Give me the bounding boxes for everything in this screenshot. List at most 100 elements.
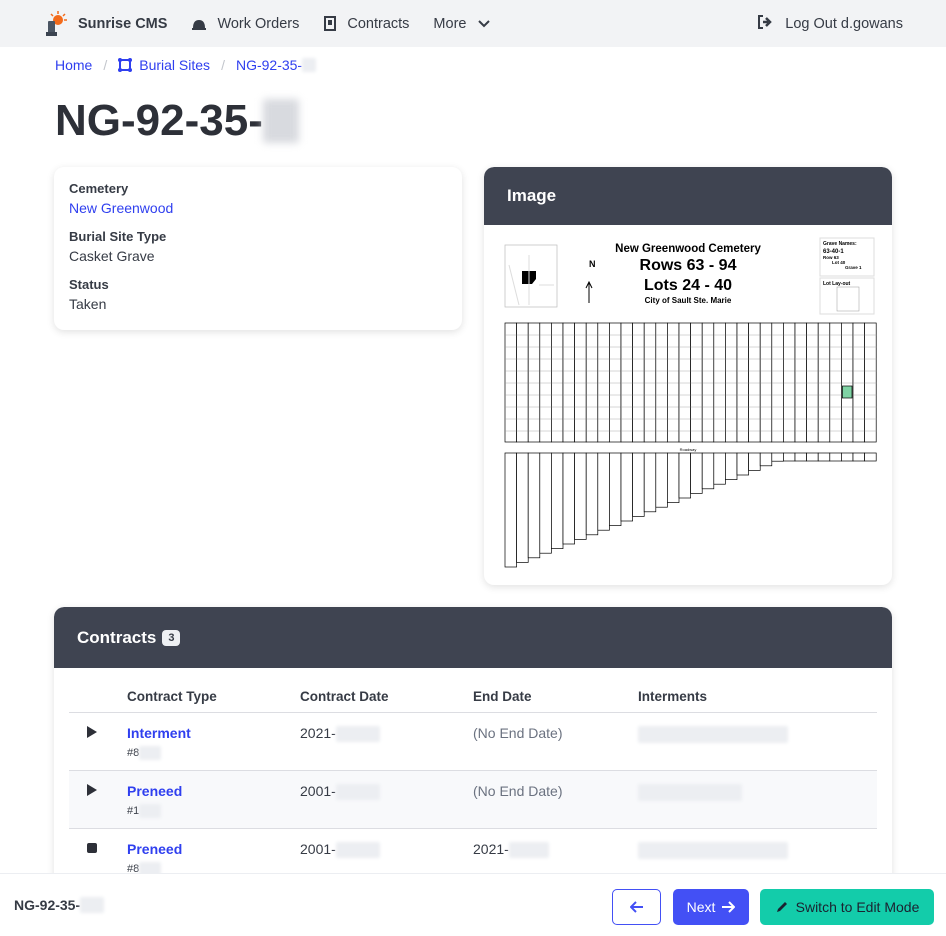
lot-column: [806, 452, 819, 462]
lot-column: [748, 322, 761, 443]
next-button[interactable]: Next: [673, 889, 749, 925]
contract-type-link[interactable]: Preneed: [127, 783, 183, 799]
breadcrumb-separator: /: [221, 57, 225, 73]
map-city: City of Sault Ste. Marie: [645, 296, 732, 305]
lot-column: [852, 322, 865, 443]
map-pin-icon: [118, 58, 133, 72]
lot-column: [736, 452, 749, 476]
lot-column: [841, 452, 854, 462]
contract-type-link[interactable]: Preneed: [127, 841, 183, 857]
table-row: Interment #8 2021- (No End Date): [69, 712, 877, 771]
contract-number: #1: [127, 805, 140, 817]
redacted: [335, 842, 380, 859]
lot-column: [690, 452, 703, 494]
lot-column: [678, 452, 691, 499]
stop-icon[interactable]: [86, 841, 98, 857]
lot-column: [655, 322, 668, 443]
contracts-count-badge: 3: [162, 629, 181, 646]
lot-column: [690, 322, 703, 443]
lot-column: [539, 452, 552, 554]
breadcrumb-separator: /: [103, 57, 108, 73]
brand-name: Sunrise CMS: [78, 15, 168, 32]
lot-column: [632, 452, 645, 517]
lot-column: [632, 322, 645, 443]
north-arrow-icon: [585, 280, 593, 303]
lot-column: [504, 452, 517, 568]
image-card: Image N New Greenwood Cemetery Rows 63 -…: [484, 167, 892, 585]
footer-title: NG-92-35-: [14, 897, 105, 913]
breadcrumb-home[interactable]: Home: [55, 57, 93, 73]
lot-column: [609, 452, 622, 526]
lot-column: [794, 322, 807, 443]
nav-work-orders[interactable]: Work Orders: [191, 16, 299, 32]
contracts-table: Contract Type Contract Date End Date Int…: [69, 680, 877, 887]
footer-title-text: NG-92-35-: [14, 897, 81, 913]
brand-link[interactable]: Sunrise CMS: [44, 10, 168, 37]
lot-column: [817, 322, 831, 443]
end-date: 2021-: [473, 841, 509, 857]
svg-text:Grave Names:: Grave Names:: [823, 241, 857, 247]
svg-text:Row 63: Row 63: [823, 255, 839, 260]
nav-contracts[interactable]: Contracts: [323, 16, 409, 32]
lot-column: [701, 452, 715, 490]
lot-column: [551, 452, 564, 549]
edit-label: Switch to Edit Mode: [795, 899, 920, 915]
lot-column: [759, 322, 773, 443]
cemetery-map-image[interactable]: N New Greenwood Cemetery Rows 63 - 94 Lo…: [484, 225, 892, 585]
lot-column: [713, 452, 726, 485]
lot-column: [713, 322, 726, 443]
lot-column: [585, 452, 599, 536]
lot-column: [527, 322, 541, 443]
lot-column: [643, 452, 657, 513]
logout-link[interactable]: Log Out d.gowans: [757, 0, 903, 47]
previous-button[interactable]: [612, 889, 661, 925]
breadcrumb-current[interactable]: NG-92-35-: [235, 57, 303, 73]
lot-column: [829, 452, 842, 462]
play-icon[interactable]: [86, 726, 98, 742]
play-icon[interactable]: [86, 784, 98, 800]
redacted: [302, 58, 317, 72]
svg-text:63-40-1: 63-40-1: [823, 249, 844, 255]
contract-number: #8: [127, 863, 140, 875]
navbar: Sunrise CMS Work Orders Contracts More L…: [0, 0, 946, 47]
lot-column: [725, 322, 738, 443]
contract-date: 2021-: [300, 725, 336, 741]
contract-type-link[interactable]: Interment: [127, 725, 191, 741]
type-label: Burial Site Type: [69, 229, 167, 244]
redacted: [335, 726, 380, 743]
end-date: (No End Date): [473, 783, 563, 799]
lot-column: [736, 322, 749, 443]
lot-column: [725, 452, 738, 480]
redacted: [508, 842, 549, 859]
lot-column: [562, 322, 575, 443]
cemetery-label: Cemetery: [69, 181, 129, 196]
lot-column: [574, 452, 587, 540]
nav-more-dropdown[interactable]: More: [433, 16, 491, 32]
edit-mode-button[interactable]: Switch to Edit Mode: [760, 889, 934, 925]
footer-bar: NG-92-35- Next Switch to Edit Mode: [0, 873, 946, 936]
breadcrumb: Home / Burial Sites / NG-92-35-: [55, 57, 317, 73]
svg-text:Lot 40: Lot 40: [832, 260, 846, 265]
contract-number: #8: [127, 747, 140, 759]
svg-text:Grave 1: Grave 1: [845, 265, 862, 270]
lot-column: [504, 322, 517, 443]
status-value: Taken: [69, 296, 107, 312]
svg-text:Lot Lay-out: Lot Lay-out: [823, 281, 851, 287]
lot-column: [516, 322, 529, 443]
redacted: [262, 99, 299, 143]
pencil-icon: [776, 902, 787, 912]
highlighted-lot: [842, 385, 853, 399]
next-label: Next: [686, 899, 716, 915]
cemetery-link[interactable]: New Greenwood: [69, 200, 174, 216]
scroll-icon: [323, 16, 337, 31]
lot-column: [527, 452, 541, 559]
col-interments: Interments: [638, 680, 877, 713]
lot-column: [748, 452, 761, 471]
lot-column: [597, 322, 610, 443]
redacted: [139, 804, 162, 818]
lot-column: [667, 452, 680, 503]
breadcrumb-burial-sites[interactable]: Burial Sites: [139, 57, 211, 73]
col-end-date: End Date: [473, 680, 638, 713]
lot-column: [574, 322, 587, 443]
